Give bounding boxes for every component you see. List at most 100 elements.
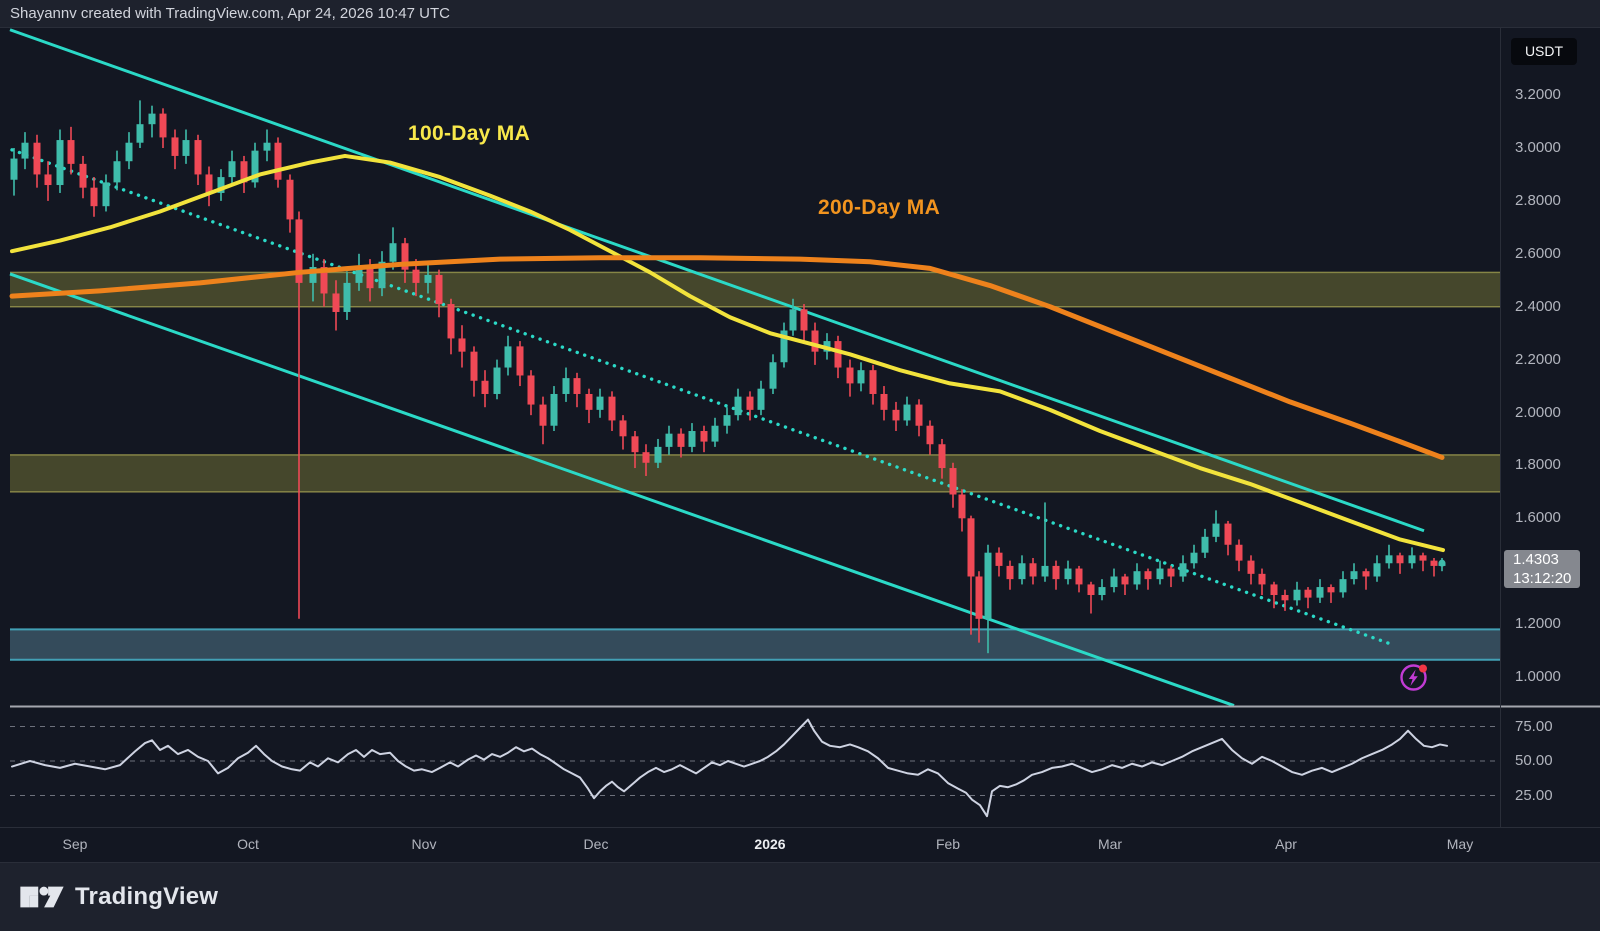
candle <box>700 431 708 442</box>
candle <box>21 142 29 159</box>
pane-divider[interactable] <box>10 705 1600 708</box>
time-tick-label: Oct <box>237 836 259 852</box>
candle <box>516 346 524 376</box>
rsi-pane[interactable] <box>10 718 1500 818</box>
candle <box>949 468 957 495</box>
time-tick-label: Mar <box>1097 836 1123 852</box>
candle <box>1385 555 1393 564</box>
candle <box>1201 536 1209 553</box>
candle <box>263 142 271 151</box>
candle <box>470 351 478 381</box>
candle <box>723 415 731 426</box>
candle <box>562 378 570 394</box>
time-tick-label: Nov <box>411 836 437 852</box>
candle <box>366 267 374 289</box>
footer-bar: TradingView <box>0 862 1600 931</box>
candle <box>1373 563 1381 577</box>
candle <box>780 330 788 363</box>
attribution-bar: Shayannv created with TradingView.com, A… <box>0 0 1600 28</box>
candle <box>1018 563 1026 580</box>
candle <box>1052 565 1060 580</box>
candle <box>1350 571 1358 580</box>
candle <box>938 444 946 469</box>
candle <box>1098 587 1106 596</box>
candle <box>435 274 443 305</box>
candle <box>309 267 317 283</box>
time-axis[interactable]: Sep Oct Nov Dec 2026 Feb Mar Apr May <box>0 827 1600 862</box>
candle <box>596 396 604 410</box>
candle <box>857 370 865 384</box>
price-zone <box>10 454 1500 492</box>
candle <box>401 243 409 270</box>
candle <box>619 420 627 437</box>
candle <box>286 179 294 220</box>
price-tick-label: 2.0000 <box>1515 403 1561 421</box>
candle <box>1327 587 1335 593</box>
ma100-line[interactable] <box>10 153 1445 553</box>
price-tick-label: 1.6000 <box>1515 509 1561 527</box>
candle <box>573 378 581 394</box>
price-tick-label: 3.0000 <box>1515 139 1561 156</box>
time-tick-label: Feb <box>935 836 961 852</box>
candle <box>251 150 259 183</box>
candle <box>984 552 992 619</box>
descending-channel-top[interactable] <box>9 28 1425 533</box>
descending-channel-bottom[interactable] <box>9 272 1235 707</box>
candle <box>125 142 133 162</box>
candle <box>975 576 983 619</box>
candle <box>734 396 742 416</box>
last-price-badge: 1.4303 13:12:20 <box>1504 550 1580 588</box>
candle <box>1121 576 1129 585</box>
candle <box>1144 571 1152 580</box>
candle <box>378 261 386 289</box>
candle <box>182 140 190 156</box>
candle <box>1110 576 1118 588</box>
descending-midline[interactable] <box>10 148 1394 647</box>
candle <box>1179 563 1187 577</box>
candle <box>194 140 202 175</box>
candle <box>654 446 662 463</box>
candle <box>274 142 282 180</box>
candle <box>665 433 673 447</box>
candle <box>205 174 213 193</box>
candle <box>148 113 156 125</box>
ma200-line[interactable] <box>9 255 1445 460</box>
candle <box>1247 560 1255 574</box>
attribution-text: Shayannv created with TradingView.com, A… <box>10 5 450 22</box>
lightning-icon[interactable] <box>1398 661 1430 693</box>
candle <box>56 140 64 186</box>
tradingview-logo[interactable]: TradingView <box>20 881 218 913</box>
candle <box>1362 571 1370 577</box>
candle <box>1156 568 1164 580</box>
candle <box>1075 568 1083 585</box>
candle <box>136 124 144 143</box>
rsi-tick-label: 25.00 <box>1515 786 1553 804</box>
price-tick-label: 1.2000 <box>1515 615 1561 633</box>
price-tick-label: 2.2000 <box>1515 350 1561 368</box>
price-zone <box>10 629 1500 660</box>
candle <box>1281 595 1289 601</box>
candle <box>1029 563 1037 577</box>
price-axis[interactable]: 3.2000 3.0000 2.8000 2.6000 2.4000 2.2000 2.00… <box>1501 28 1600 827</box>
time-tick-label: Apr <box>1275 836 1297 852</box>
candle <box>355 267 363 283</box>
price-tick-label: 3.2000 <box>1515 86 1561 104</box>
candle <box>608 396 616 421</box>
rsi-tick-label: 75.00 <box>1515 717 1553 735</box>
time-tick-label: May <box>1446 836 1474 852</box>
candle <box>1006 565 1014 580</box>
candle <box>903 404 911 421</box>
candle <box>447 304 455 339</box>
candle <box>869 370 877 394</box>
candle <box>550 393 558 426</box>
candle <box>915 404 923 426</box>
rsi-tick-label: 50.00 <box>1515 752 1553 769</box>
quote-currency-badge: USDT <box>1511 38 1577 65</box>
candle <box>711 425 719 442</box>
candle <box>1167 568 1175 577</box>
candle <box>1041 565 1049 577</box>
candle <box>217 177 225 193</box>
candle <box>493 367 501 394</box>
candle <box>1396 555 1404 564</box>
